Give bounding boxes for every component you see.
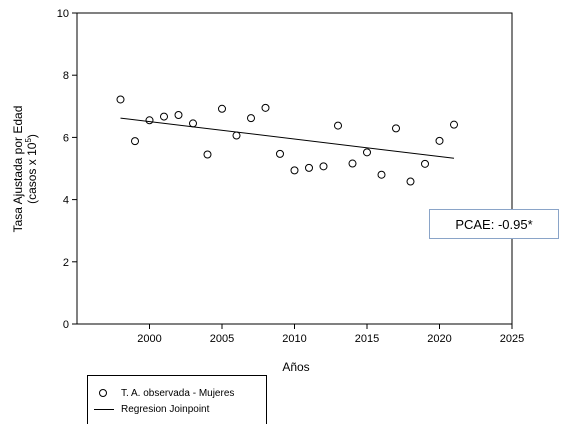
y-tick-label: 8 [63, 70, 69, 82]
data-point [261, 103, 270, 112]
y-tick-label: 4 [63, 195, 69, 207]
y-tick-label: 2 [63, 257, 69, 269]
regression-line [120, 117, 455, 159]
data-point [232, 131, 241, 140]
data-point [203, 150, 212, 159]
pcae-annotation: PCAE: -0.95* [429, 209, 559, 239]
data-point [116, 95, 125, 104]
y-axis-subtitle: (casos x 105) [24, 134, 39, 204]
x-tick-label: 2015 [355, 333, 379, 345]
data-point [305, 163, 313, 172]
x-tick-label: 2000 [137, 333, 161, 345]
legend-label-regression: Regresion Joinpoint [121, 403, 210, 415]
y-axis: 0 2 4 6 8 10 [57, 8, 77, 331]
x-axis-title: Años [282, 360, 309, 374]
line-marker-icon [94, 408, 114, 410]
x-tick-label: 2025 [500, 333, 524, 345]
data-point [334, 121, 342, 130]
data-point [189, 119, 197, 128]
data-point [435, 136, 444, 145]
chart: 0 2 4 6 8 10 2000 2005 2010 2015 2020 2025 Años Ta… [11, 8, 524, 374]
legend-item-regression: Regresion Joinpoint [88, 401, 209, 417]
data-point [450, 120, 458, 129]
series-regression [120, 117, 455, 159]
data-point [319, 162, 328, 171]
legend: T. A. observada - Mujeres Regresion Join… [87, 375, 267, 424]
circle-marker-icon [99, 389, 107, 397]
x-axis: 2000 2005 2010 2015 2020 2025 [137, 324, 524, 345]
data-point [218, 104, 226, 113]
legend-label-observed: T. A. observada - Mujeres [121, 387, 235, 399]
data-point [406, 177, 415, 186]
x-tick-label: 2010 [282, 333, 306, 345]
data-point [290, 166, 299, 175]
data-point [276, 149, 284, 158]
y-axis-title: Tasa Ajustada por Edad [11, 106, 25, 233]
data-point [377, 170, 386, 179]
data-point [145, 116, 154, 125]
data-point [421, 159, 429, 168]
y-tick-label: 6 [63, 132, 69, 144]
series-observed [116, 95, 458, 186]
pcae-annotation-text: PCAE: -0.95* [455, 216, 533, 232]
data-point [247, 114, 255, 123]
x-tick-label: 2020 [427, 333, 451, 345]
data-point [348, 159, 357, 168]
x-tick-label: 2005 [210, 333, 234, 345]
y-tick-label: 0 [63, 319, 69, 331]
data-point [131, 137, 139, 146]
data-point [160, 112, 168, 121]
data-point [392, 124, 400, 133]
data-point [363, 148, 371, 157]
y-tick-label: 10 [57, 8, 69, 20]
data-point [174, 111, 183, 120]
legend-item-observed: T. A. observada - Mujeres [88, 385, 234, 401]
